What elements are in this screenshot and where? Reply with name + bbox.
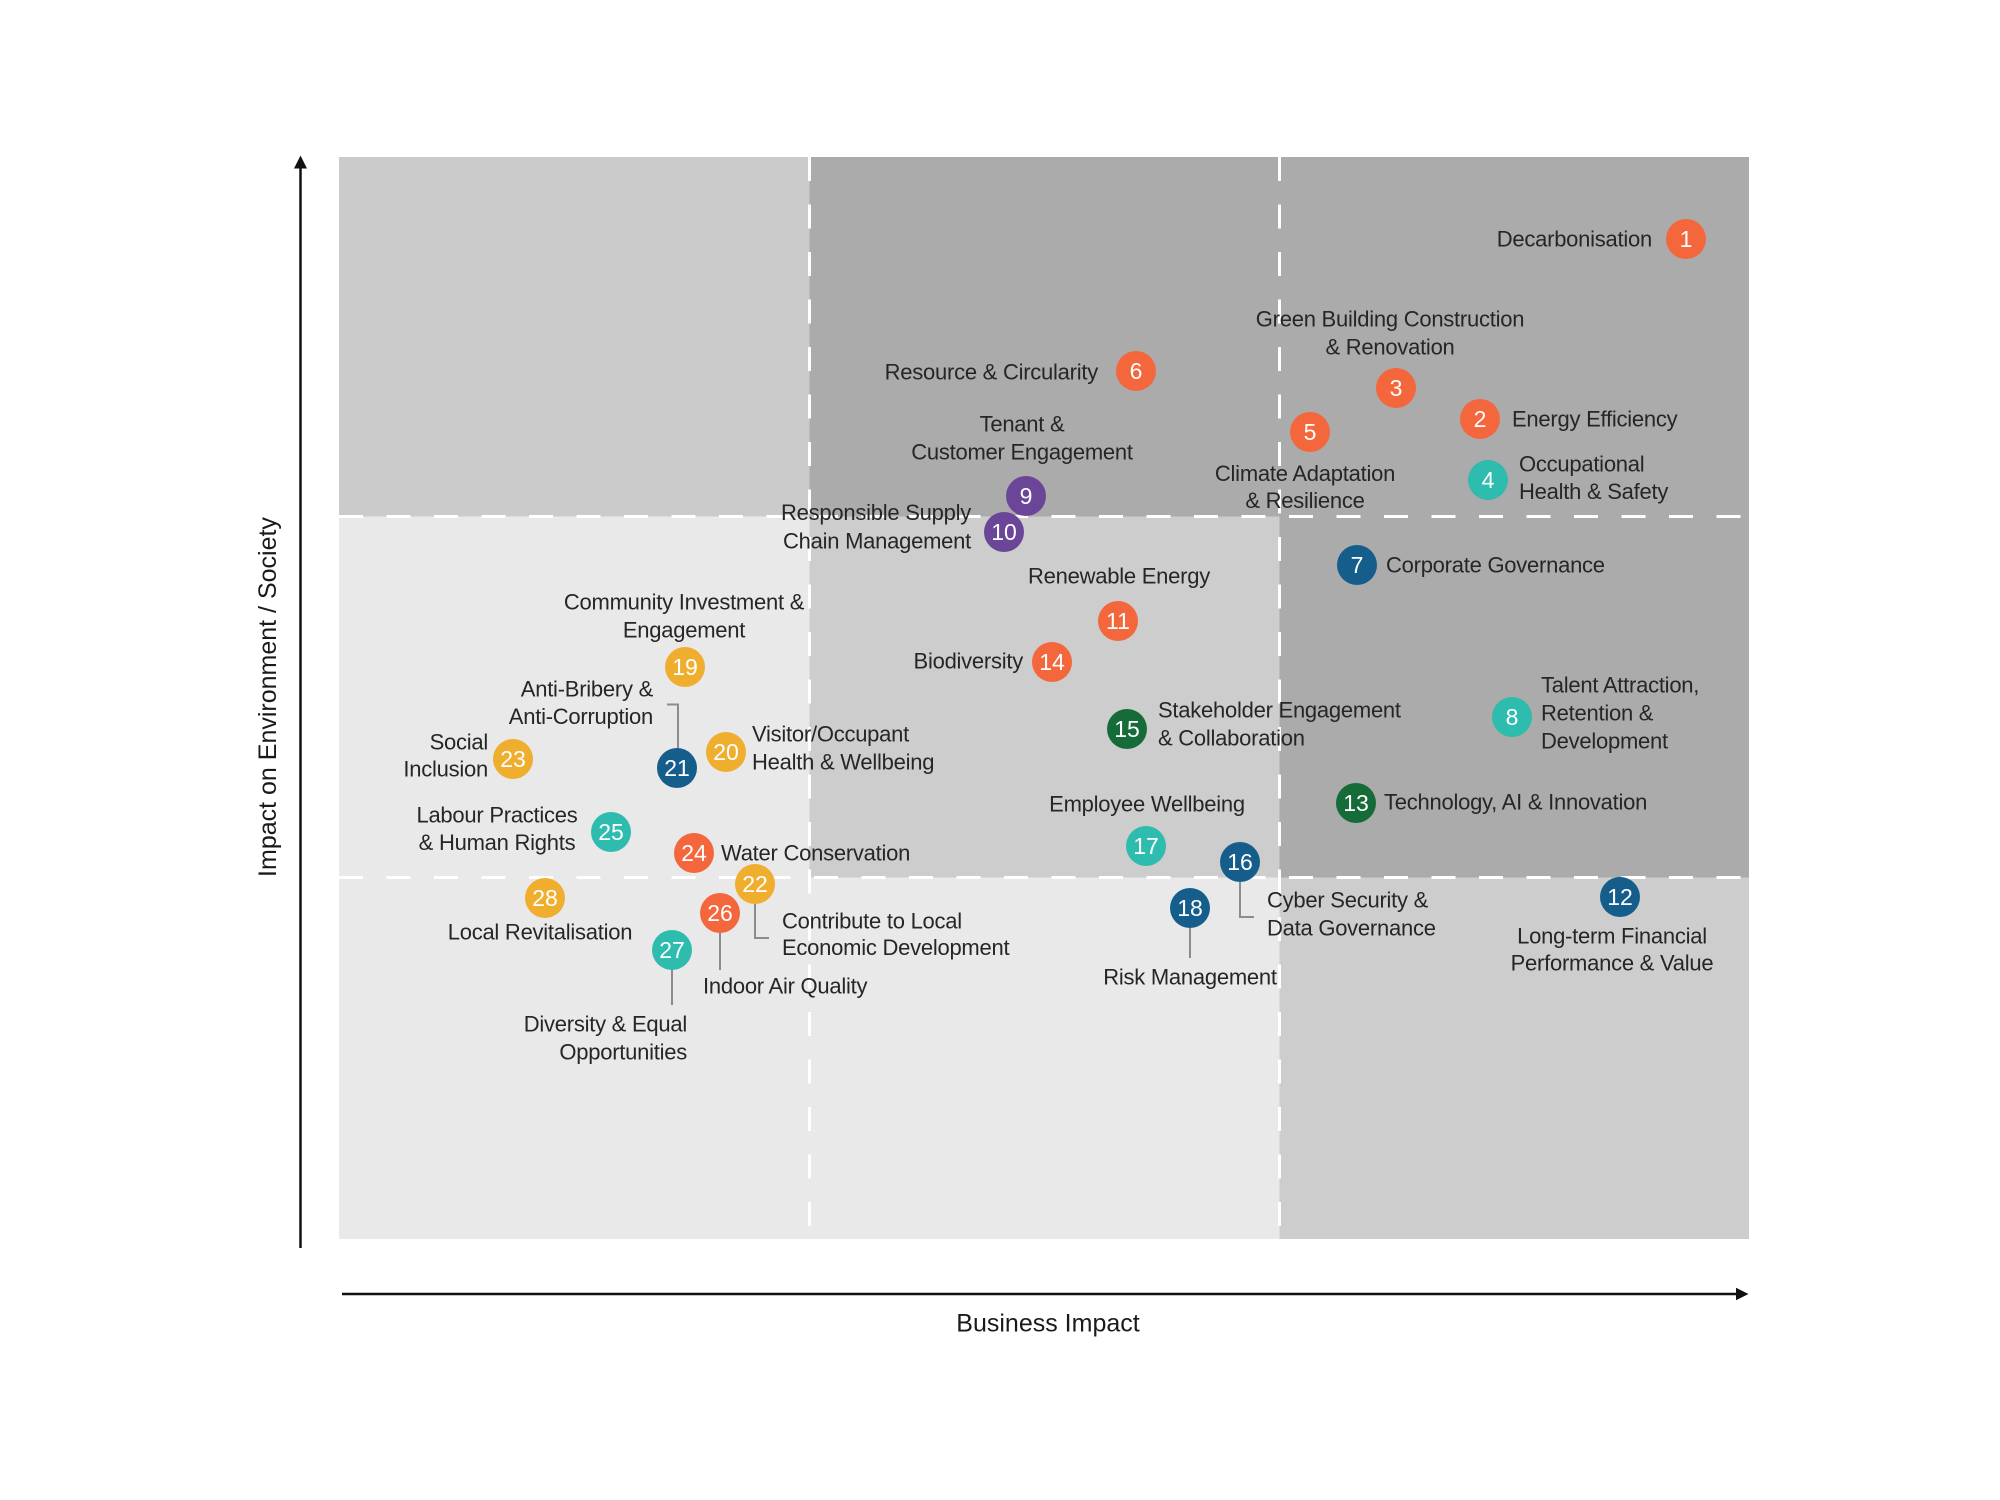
svg-text:Opportunities: Opportunities [559,1040,687,1065]
svg-text:Water Conservation: Water Conservation [721,841,910,866]
svg-text:& Resilience: & Resilience [1245,488,1364,513]
svg-text:Occupational: Occupational [1519,452,1644,477]
svg-text:9: 9 [1020,483,1033,509]
svg-text:4: 4 [1482,467,1495,493]
svg-text:Indoor Air Quality: Indoor Air Quality [703,974,867,999]
svg-text:Anti-Bribery &: Anti-Bribery & [521,677,654,702]
svg-text:14: 14 [1039,649,1065,675]
svg-text:Cyber Security &: Cyber Security & [1267,888,1429,913]
svg-text:Community Investment &: Community Investment & [564,590,805,615]
svg-text:Inclusion: Inclusion [403,757,488,782]
svg-text:Engagement: Engagement [623,618,745,643]
svg-text:18: 18 [1177,895,1203,921]
svg-text:Labour Practices: Labour Practices [416,803,577,828]
svg-text:Responsible Supply: Responsible Supply [781,500,971,525]
svg-text:3: 3 [1390,375,1403,401]
svg-text:Talent Attraction,: Talent Attraction, [1541,673,1699,698]
svg-text:16: 16 [1227,849,1253,875]
svg-text:19: 19 [672,654,698,680]
svg-text:Decarbonisation: Decarbonisation [1497,227,1652,252]
svg-text:5: 5 [1304,419,1317,445]
svg-text:8: 8 [1506,704,1519,730]
svg-text:Social: Social [430,730,488,755]
svg-text:Green Building Construction: Green Building Construction [1256,307,1524,332]
svg-text:12: 12 [1607,884,1633,910]
svg-text:22: 22 [742,871,768,897]
svg-text:Health & Wellbeing: Health & Wellbeing [752,750,934,775]
svg-text:2: 2 [1474,406,1487,432]
svg-text:Renewable Energy: Renewable Energy [1028,564,1210,589]
svg-text:Biodiversity: Biodiversity [914,649,1024,674]
svg-text:Performance & Value: Performance & Value [1511,951,1714,976]
svg-text:Resource & Circularity: Resource & Circularity [885,360,1099,385]
svg-text:Employee Wellbeing: Employee Wellbeing [1049,792,1245,817]
svg-text:& Collaboration: & Collaboration [1158,726,1305,751]
svg-text:Retention &: Retention & [1541,701,1654,726]
svg-text:26: 26 [707,900,733,926]
svg-text:Anti-Corruption: Anti-Corruption [509,704,653,729]
svg-text:Technology, AI & Innovation: Technology, AI & Innovation [1384,790,1647,815]
svg-text:& Renovation: & Renovation [1325,335,1454,360]
svg-text:Visitor/Occupant: Visitor/Occupant [752,722,909,747]
svg-text:Risk Management: Risk Management [1103,965,1277,990]
svg-text:27: 27 [659,937,685,963]
svg-text:23: 23 [500,746,526,772]
svg-text:Impact on Environment / Societ: Impact on Environment / Society [254,517,282,877]
svg-text:Tenant &: Tenant & [980,412,1065,437]
svg-text:11: 11 [1106,608,1130,634]
svg-text:Diversity & Equal: Diversity & Equal [524,1012,687,1037]
svg-text:Data Governance: Data Governance [1267,916,1436,941]
svg-text:Stakeholder Engagement: Stakeholder Engagement [1158,698,1401,723]
svg-text:Energy Efficiency: Energy Efficiency [1512,407,1678,432]
svg-text:21: 21 [664,755,690,781]
svg-text:17: 17 [1133,833,1159,859]
svg-text:Economic Development: Economic Development [782,935,1009,960]
svg-text:Contribute to Local: Contribute to Local [782,909,962,934]
svg-text:1: 1 [1680,226,1693,252]
svg-text:24: 24 [681,840,707,866]
svg-text:Development: Development [1541,729,1668,754]
svg-text:6: 6 [1130,358,1143,384]
svg-text:28: 28 [532,885,558,911]
svg-text:Health & Safety: Health & Safety [1519,479,1668,504]
svg-text:Climate Adaptation: Climate Adaptation [1215,461,1395,486]
svg-text:Long-term Financial: Long-term Financial [1517,924,1707,949]
svg-text:& Human Rights: & Human Rights [419,830,576,855]
svg-text:20: 20 [713,739,739,765]
svg-text:25: 25 [598,819,624,845]
svg-text:Business Impact: Business Impact [956,1310,1139,1338]
svg-text:15: 15 [1114,716,1140,742]
svg-text:13: 13 [1343,790,1369,816]
svg-text:Chain Management: Chain Management [783,529,971,554]
svg-text:Corporate Governance: Corporate Governance [1386,553,1605,578]
svg-text:Local Revitalisation: Local Revitalisation [448,920,633,945]
svg-text:Customer Engagement: Customer Engagement [911,440,1133,465]
svg-text:7: 7 [1351,552,1364,578]
svg-text:10: 10 [991,519,1017,545]
